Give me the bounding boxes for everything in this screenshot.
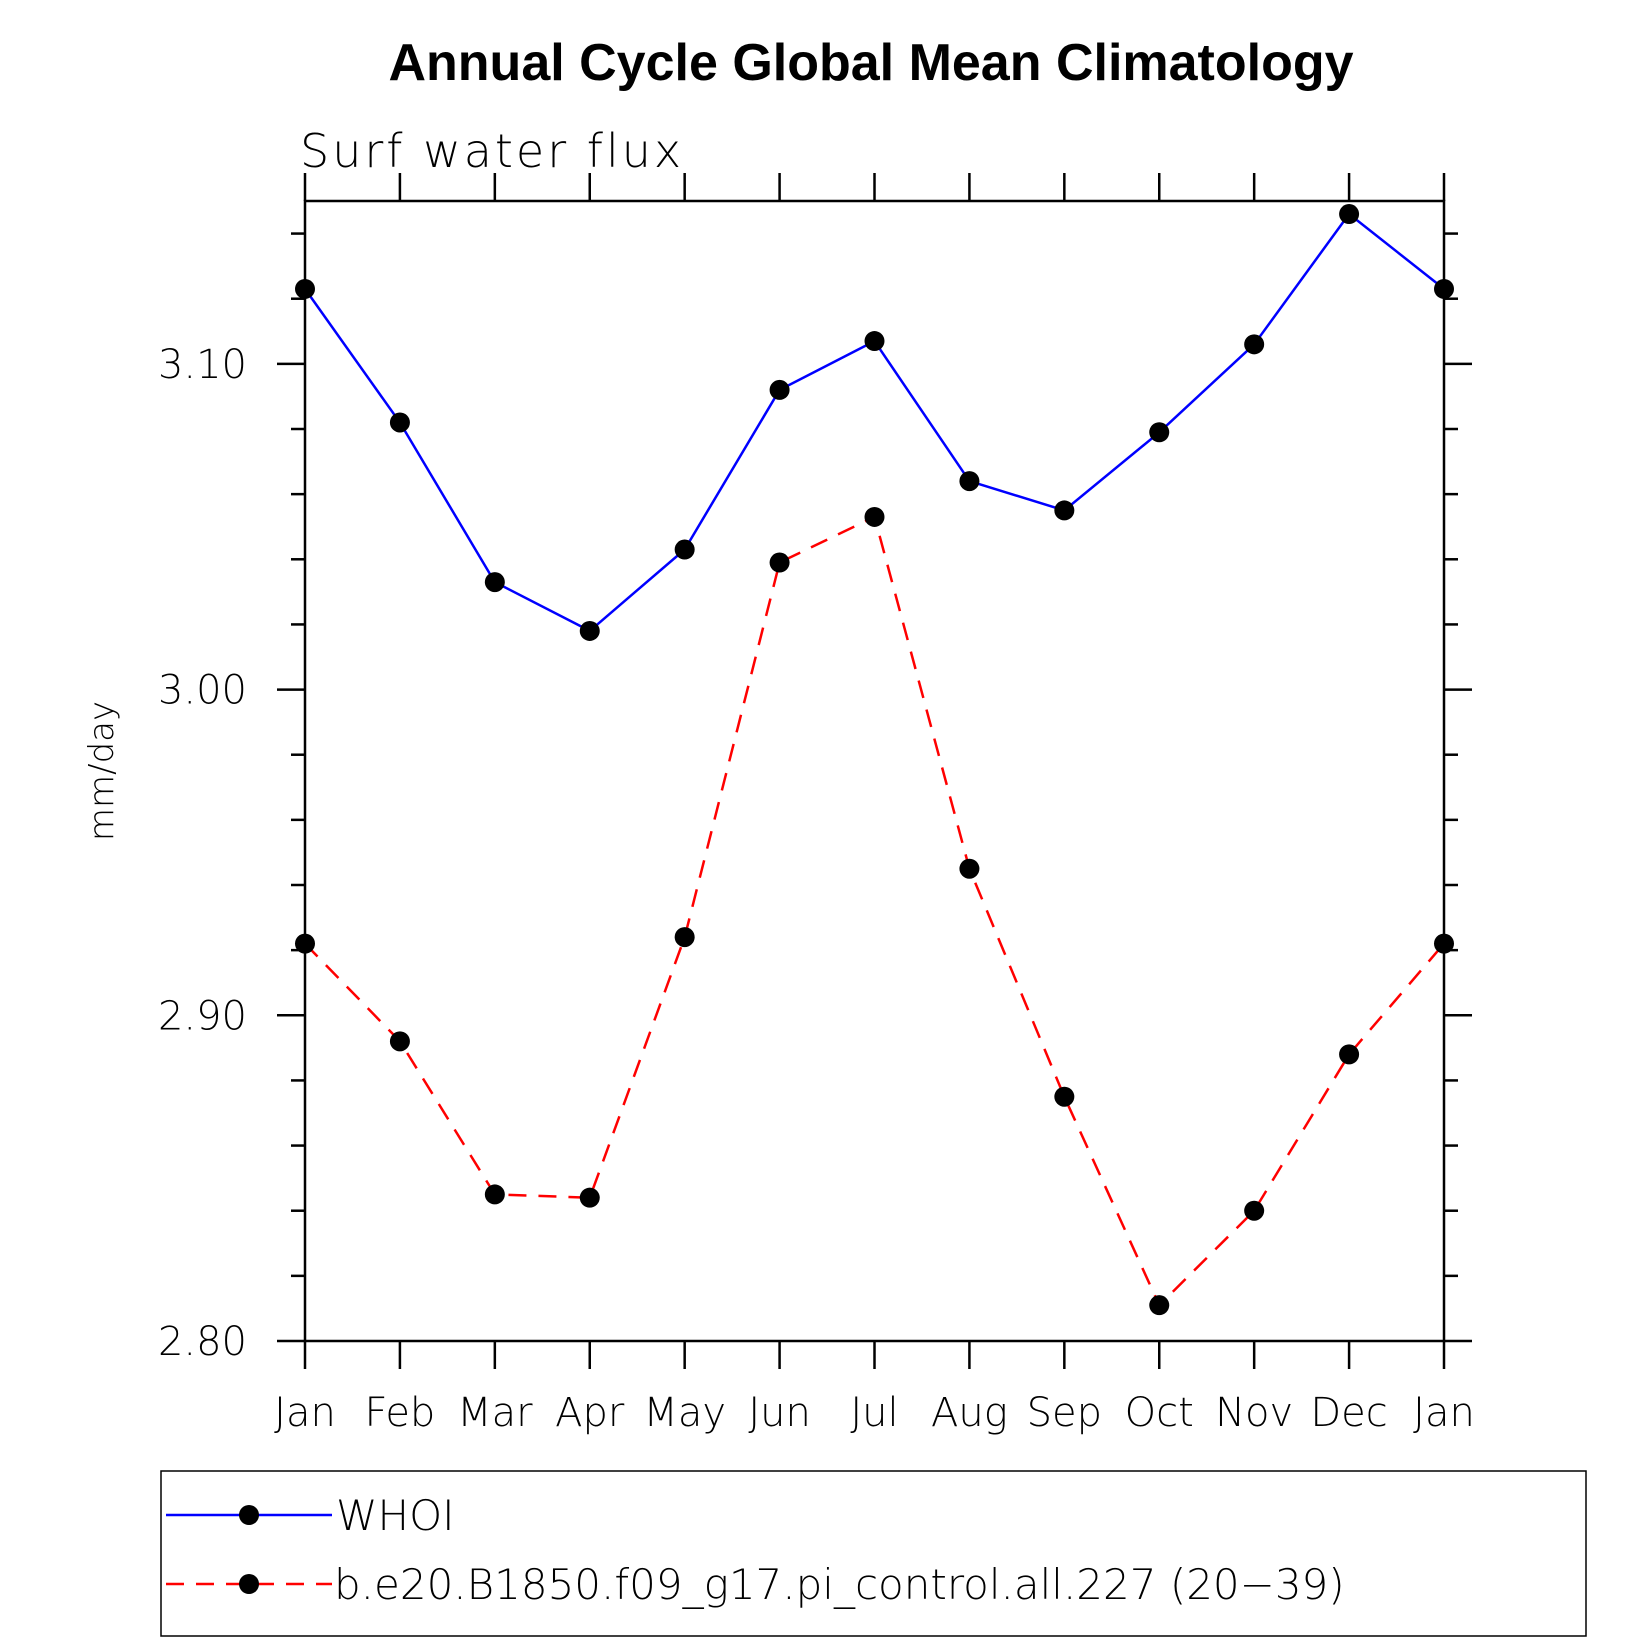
y-tick-label: 3.10 <box>158 342 247 388</box>
legend-box <box>160 1470 1587 1637</box>
data-point <box>674 927 695 948</box>
data-point <box>864 331 885 352</box>
x-tick-label: Jul <box>850 1390 898 1436</box>
data-point <box>959 471 980 492</box>
x-tick-label: Jan <box>274 1390 336 1436</box>
y-tick-label: 3.00 <box>158 668 247 714</box>
data-point <box>295 933 315 954</box>
x-tick-label: Nov <box>1215 1390 1293 1436</box>
data-point <box>1434 278 1454 299</box>
data-point <box>864 506 885 527</box>
data-point <box>1149 1295 1170 1316</box>
x-axis-ticks: Jan Feb Mar Apr May Jun Jul Aug Sep Oct Nov Dec Jan <box>274 173 1475 1436</box>
data-point <box>1149 422 1170 443</box>
data-point <box>579 1187 600 1208</box>
y-axis-label: mm/day <box>82 701 122 841</box>
legend-label-model: b.e20.B1850.f09_g17.pi_control.all.227 (… <box>334 1560 1345 1609</box>
data-point <box>389 1031 410 1052</box>
x-tick-label: Jun <box>748 1390 811 1436</box>
x-tick-label: Oct <box>1125 1390 1194 1436</box>
data-point <box>484 1184 505 1205</box>
data-point <box>1054 500 1075 521</box>
data-point <box>769 379 790 400</box>
legend-marker-whoi <box>239 1505 259 1525</box>
legend-label-whoi: WHOI <box>336 1491 455 1540</box>
x-tick-label: Apr <box>555 1390 625 1436</box>
y-tick-label: 2.90 <box>158 993 247 1039</box>
series-line-1 <box>304 515 1445 1307</box>
legend-marker-model <box>239 1574 259 1594</box>
x-tick-label: May <box>643 1390 726 1436</box>
x-tick-label: Dec <box>1310 1390 1387 1436</box>
data-point <box>959 858 980 879</box>
data-point <box>1434 933 1454 954</box>
series-layer <box>295 204 1454 1316</box>
x-tick-label: Jan <box>1413 1390 1475 1436</box>
x-tick-label: Sep <box>1027 1390 1102 1436</box>
x-tick-label: Mar <box>457 1390 533 1436</box>
chart-title: Annual Cycle Global Mean Climatology <box>388 34 1353 92</box>
data-point <box>1339 1044 1360 1065</box>
legend: WHOI b.e20.B1850.f09_g17.pi_control.all.… <box>166 1491 1345 1609</box>
data-point <box>579 620 600 641</box>
y-tick-label: 2.80 <box>158 1319 247 1365</box>
y-axis-ticks: 2.80 2.90 3.00 3.10 <box>158 232 1472 1365</box>
data-point <box>295 278 315 299</box>
data-point <box>1244 1200 1265 1221</box>
chart-subtitle: Surf water flux <box>300 124 684 178</box>
data-point <box>769 552 790 573</box>
x-tick-label: Aug <box>931 1390 1008 1436</box>
data-point <box>1244 334 1265 355</box>
data-point <box>484 572 505 593</box>
plot-frame <box>303 199 1446 1343</box>
data-point <box>674 539 695 560</box>
x-tick-label: Feb <box>365 1390 436 1436</box>
data-point <box>1054 1086 1075 1107</box>
data-point <box>1339 204 1360 225</box>
data-point <box>389 412 410 433</box>
series-line-0 <box>303 212 1445 633</box>
